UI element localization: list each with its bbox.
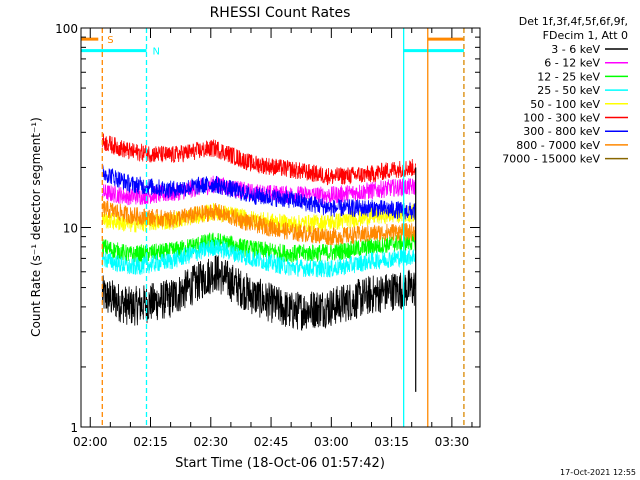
timestamp: 17-Oct-2021 12:55 bbox=[560, 468, 636, 477]
series-trace-2 bbox=[101, 232, 416, 264]
x-tick-label: 02:00 bbox=[73, 435, 108, 449]
legend-label-2: 12 - 25 keV bbox=[537, 70, 600, 83]
legend-label-5: 100 - 300 keV bbox=[523, 112, 600, 125]
legend-header-line-2: FDecim 1, Att 0 bbox=[543, 29, 628, 42]
x-tick-label: 03:00 bbox=[314, 435, 349, 449]
y-tick-label: 100 bbox=[55, 22, 78, 36]
legend-label-4: 50 - 100 keV bbox=[530, 98, 600, 111]
x-tick-label: 03:30 bbox=[435, 435, 470, 449]
series-trace-6 bbox=[101, 163, 417, 220]
chart-title: RHESSI Count Rates bbox=[210, 5, 351, 21]
y-axis-label: Count Rate (s⁻¹ detector segment⁻¹) bbox=[29, 117, 43, 337]
attenuator-lines bbox=[101, 28, 465, 427]
legend-label-7: 800 - 7000 keV bbox=[516, 139, 600, 152]
series-trace-3 bbox=[101, 239, 417, 278]
series-trace-7 bbox=[101, 200, 417, 246]
x-tick-label: 02:30 bbox=[193, 435, 228, 449]
series-trace-0 bbox=[101, 255, 417, 332]
y-tick-label: 1 bbox=[70, 421, 78, 435]
x-tick-label: 02:15 bbox=[133, 435, 168, 449]
series-trace-5 bbox=[101, 133, 417, 186]
flag-label-S: S bbox=[107, 35, 113, 46]
flag-bars: SN bbox=[81, 35, 464, 58]
x-axis-label: Start Time (18-Oct-06 01:57:42) bbox=[175, 456, 385, 471]
legend-label-1: 6 - 12 keV bbox=[544, 57, 600, 70]
axes: 02:00 02:15 02:30 02:45 03:00 03:15 03:30 1 10 10… bbox=[55, 22, 481, 449]
legend-label-6: 300 - 800 keV bbox=[523, 125, 600, 138]
x-tick-label: 03:15 bbox=[374, 435, 409, 449]
legend-label-8: 7000 - 15000 keV bbox=[502, 153, 600, 166]
plot-series bbox=[101, 133, 417, 332]
x-tick-label: 02:45 bbox=[254, 435, 289, 449]
y-tick-label: 10 bbox=[63, 222, 78, 236]
legend-header-line-1: Det 1f,3f,4f,5f,6f,9f, bbox=[519, 15, 628, 28]
legend-label-3: 25 - 50 keV bbox=[537, 84, 600, 97]
legend-label-0: 3 - 6 keV bbox=[551, 43, 600, 56]
flag-label-N: N bbox=[152, 47, 159, 58]
